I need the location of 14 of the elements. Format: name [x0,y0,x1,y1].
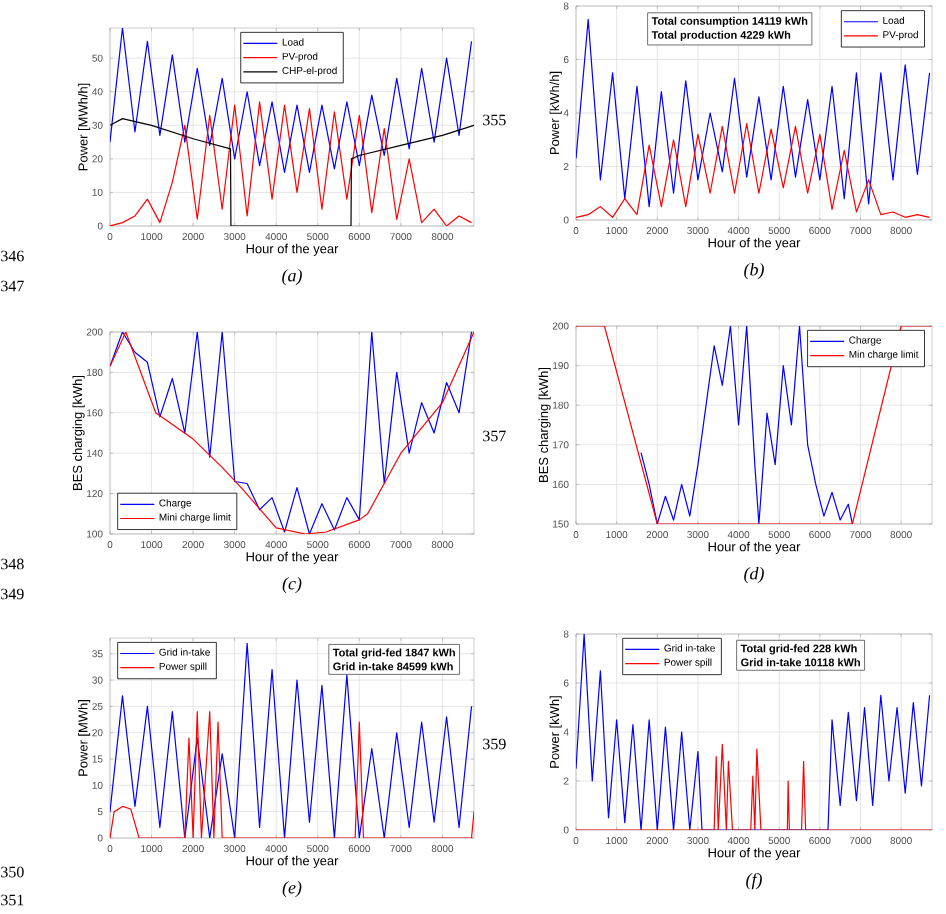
line-series [110,642,473,838]
text: (b) [744,262,764,280]
line-series [576,634,931,830]
text: (d) [744,566,764,584]
text: (f) [746,872,762,890]
line-series [110,27,473,173]
line-series [576,18,931,208]
line-series [576,743,933,830]
line-series [640,325,853,524]
text: (c) [282,576,302,594]
line-series [576,123,931,218]
text: (e) [282,880,302,898]
text: (a) [282,268,302,286]
line-series [110,711,475,838]
